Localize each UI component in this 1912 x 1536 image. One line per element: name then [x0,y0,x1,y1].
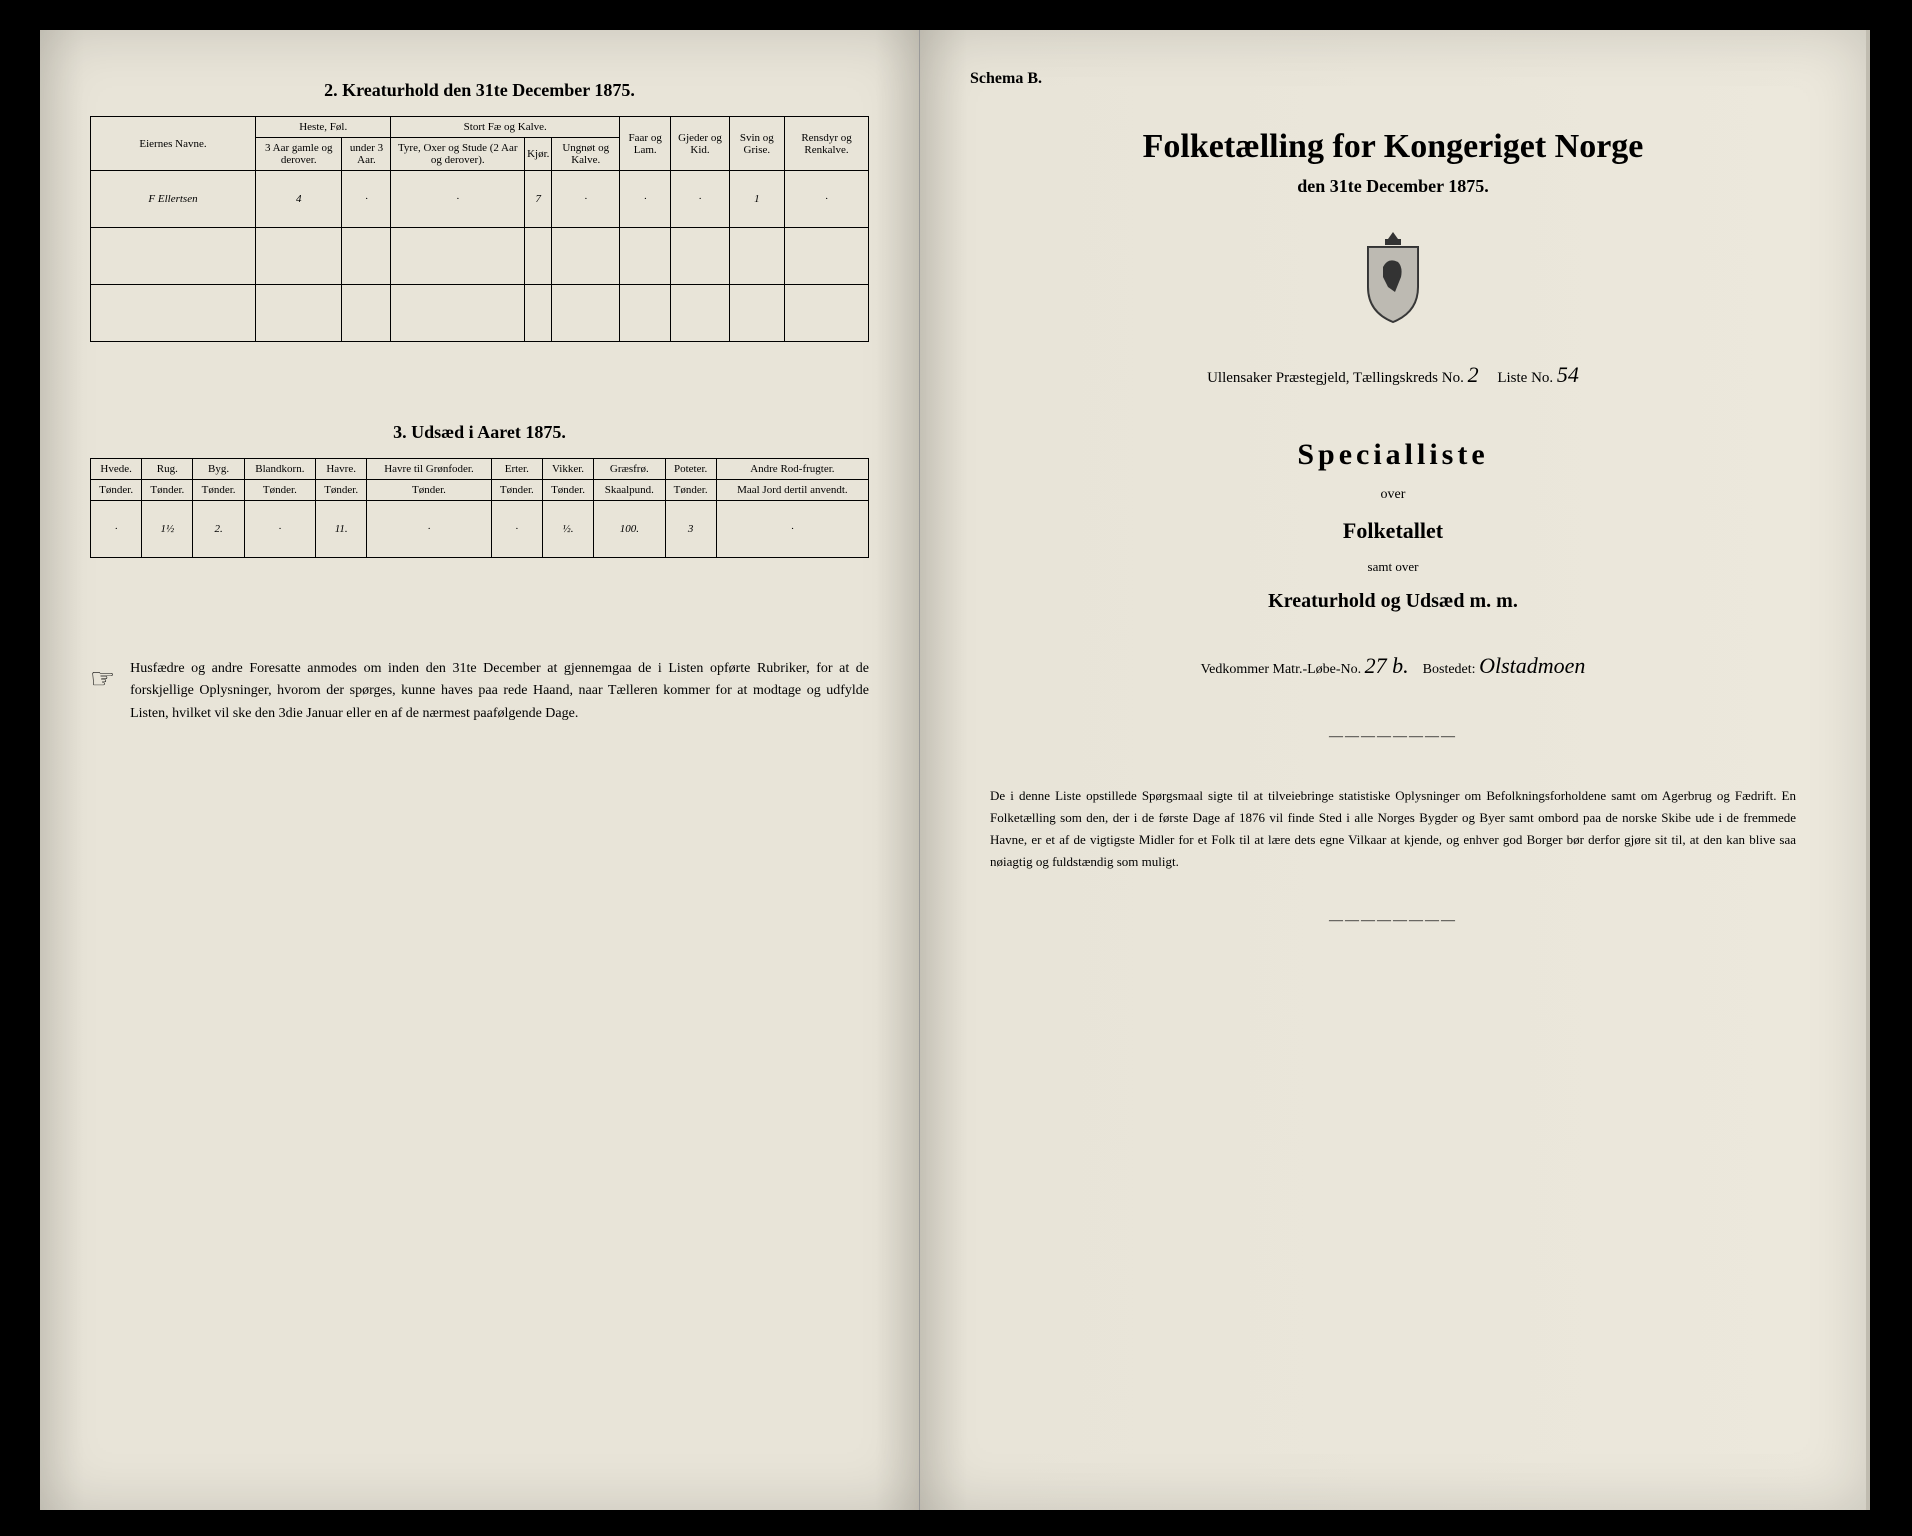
date-line: den 31te December 1875. [970,176,1816,197]
cell: · [716,501,868,558]
cell: 1 [729,171,784,228]
bosted-label: Bostedet: [1423,662,1476,677]
unit: Tønder. [665,480,716,501]
table-row [91,228,869,285]
instruction-text: Husfædre og andre Foresatte anmodes om i… [130,658,869,725]
special-title: Specialliste [970,438,1816,472]
cell: 7 [525,171,552,228]
col-reindeer: Rensdyr og Renkalve. [785,117,869,171]
col-rug: Rug. [142,459,193,480]
col-horses: Heste, Føl. [256,117,391,138]
cell: · [391,171,525,228]
col-poteter: Poteter. [665,459,716,480]
col-horses-old: 3 Aar gamle og derover. [256,138,342,171]
col-cattle-bulls: Tyre, Oxer og Stude (2 Aar og derover). [391,138,525,171]
cell: · [367,501,491,558]
cell: · [342,171,391,228]
col-erter: Erter. [491,459,542,480]
col-byg: Byg. [193,459,244,480]
section3-title: 3. Udsæd i Aaret 1875. [90,422,869,443]
cell: 3 [665,501,716,558]
seed-table: Hvede. Rug. Byg. Blandkorn. Havre. Havre… [90,458,869,558]
schema-label: Schema B. [970,70,1816,88]
left-page: 2. Kreaturhold den 31te December 1875. E… [40,30,920,1510]
kreds-no: 2 [1468,362,1479,387]
cell: · [552,171,620,228]
col-goats: Gjeder og Kid. [671,117,729,171]
col-pigs: Svin og Grise. [729,117,784,171]
col-name: Eiernes Navne. [91,117,256,171]
col-blandkorn: Blandkorn. [244,459,315,480]
unit: Tønder. [244,480,315,501]
kreatur-line: Kreaturhold og Udsæd m. m. [970,590,1816,613]
unit: Tønder. [142,480,193,501]
divider: ———————— [970,729,1816,745]
unit: Tønder. [316,480,367,501]
district-prefix: Ullensaker Præstegjeld, Tællingskreds No… [1207,370,1464,386]
matr-no: 27 b. [1365,653,1409,678]
over-label: over [970,487,1816,503]
cell: 2. [193,501,244,558]
vedkommer-line: Vedkommer Matr.-Løbe-No. 27 b. Bostedet:… [970,653,1816,679]
livestock-table: Eiernes Navne. Heste, Føl. Stort Fæ og K… [90,116,869,342]
pointing-hand-icon: ☞ [90,658,115,725]
coat-of-arms-icon [970,227,1816,332]
liste-no: 54 [1557,362,1579,387]
unit: Tønder. [542,480,593,501]
liste-label: Liste No. [1497,370,1553,386]
col-grasfro: Græsfrø. [594,459,665,480]
table-row: · 1½ 2. · 11. · · ½. 100. 3 · [91,501,869,558]
col-andre: Andre Rod-frugter. [716,459,868,480]
col-vikker: Vikker. [542,459,593,480]
cell: · [671,171,729,228]
cell: 100. [594,501,665,558]
cell: · [491,501,542,558]
col-cattle: Stort Fæ og Kalve. [391,117,620,138]
divider: ———————— [970,913,1816,929]
cell: 11. [316,501,367,558]
col-havre-gron: Havre til Grønfoder. [367,459,491,480]
table-row: F Ellertsen 4 · · 7 · · · 1 · [91,171,869,228]
bosted-value: Olstadmoen [1479,653,1585,678]
cell: 1½ [142,501,193,558]
col-horses-young: under 3 Aar. [342,138,391,171]
cell: · [620,171,671,228]
main-title: Folketælling for Kongeriget Norge [970,128,1816,166]
cell: · [244,501,315,558]
right-page: Schema B. Folketælling for Kongeriget No… [920,30,1870,1510]
samt-over: samt over [970,559,1816,575]
unit: Tønder. [193,480,244,501]
cell: 4 [256,171,342,228]
unit: Skaalpund. [594,480,665,501]
cell: · [785,171,869,228]
cell-name: F Ellertsen [91,171,256,228]
unit: Tønder. [367,480,491,501]
vedkommer-label: Vedkommer Matr.-Løbe-No. [1201,662,1362,677]
col-sheep: Faar og Lam. [620,117,671,171]
district-line: Ullensaker Præstegjeld, Tællingskreds No… [970,362,1816,388]
col-hvede: Hvede. [91,459,142,480]
col-cattle-young: Ungnøt og Kalve. [552,138,620,171]
cell: ½. [542,501,593,558]
unit: Maal Jord dertil anvendt. [716,480,868,501]
cell: · [91,501,142,558]
instruction-box: ☞ Husfædre og andre Foresatte anmodes om… [90,658,869,725]
unit: Tønder. [491,480,542,501]
table-row [91,285,869,342]
col-cattle-cows: Kjør. [525,138,552,171]
folketallet: Folketallet [970,518,1816,544]
unit: Tønder. [91,480,142,501]
section2-title: 2. Kreaturhold den 31te December 1875. [90,80,869,101]
col-havre: Havre. [316,459,367,480]
footer-text: De i denne Liste opstillede Spørgsmaal s… [990,785,1796,873]
